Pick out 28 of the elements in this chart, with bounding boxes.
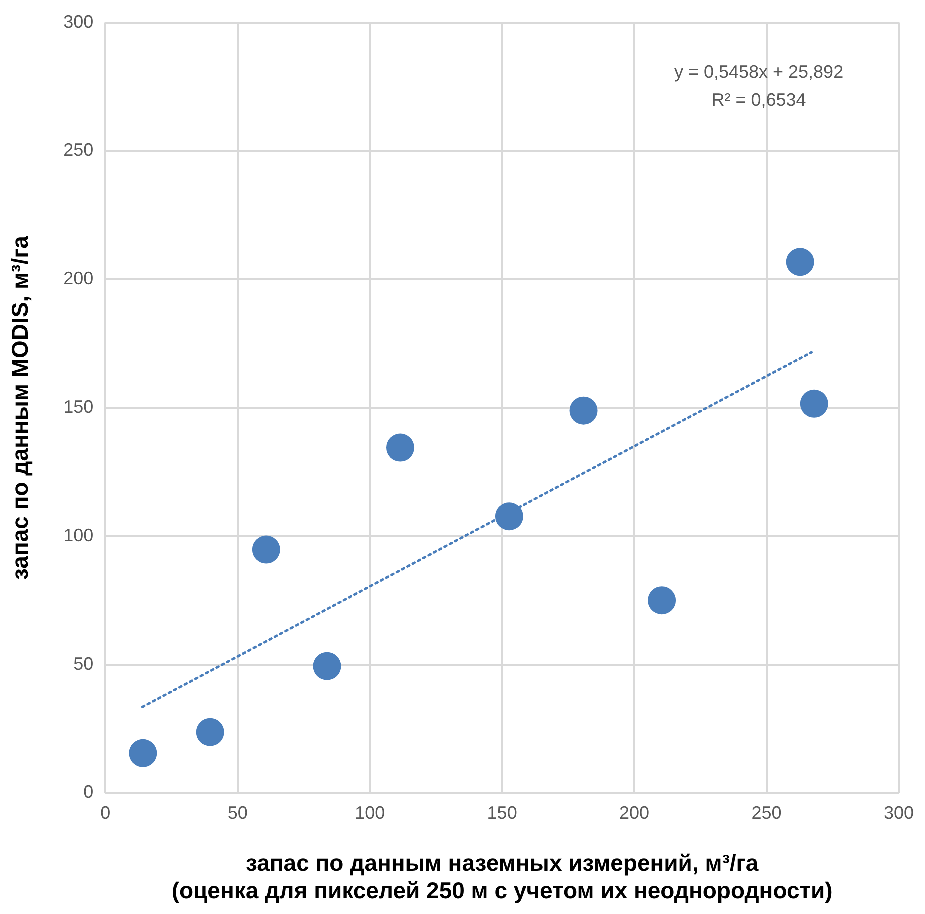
point — [786, 248, 814, 276]
point — [196, 718, 224, 746]
x-tick-label: 250 — [752, 802, 782, 823]
y-tick-label: 300 — [64, 12, 94, 32]
point — [495, 502, 524, 531]
x-tick-label: 300 — [884, 802, 914, 823]
y-tick-label: 200 — [64, 268, 94, 289]
x-tick-label: 150 — [487, 802, 518, 823]
y-tick-label: 0 — [84, 782, 94, 802]
y-tick-label: 150 — [64, 396, 94, 417]
x-axis-title: запас по данным наземных измерений, м³/га (оценка для пикселей 250 м с учетом их неоднородности) — [172, 850, 833, 904]
x-tick-label: 100 — [355, 802, 386, 823]
annotation: R² = 0,6534 — [712, 90, 806, 110]
point — [648, 586, 676, 615]
point — [252, 536, 280, 564]
x-tick-label: 200 — [620, 802, 650, 823]
point — [313, 652, 342, 680]
x-tick-label: 50 — [228, 802, 248, 823]
point — [570, 396, 598, 425]
annotation: y = 0,5458x + 25,892 — [674, 62, 844, 82]
point — [386, 434, 414, 462]
point — [129, 739, 158, 768]
y-axis-title: запас по данным MODIS, м³/га — [7, 236, 34, 580]
y-tick-label: 250 — [64, 140, 94, 160]
point — [800, 390, 828, 418]
y-tick-label: 50 — [74, 654, 94, 674]
y-tick-label: 100 — [64, 525, 94, 546]
x-tick-label: 0 — [100, 802, 111, 823]
